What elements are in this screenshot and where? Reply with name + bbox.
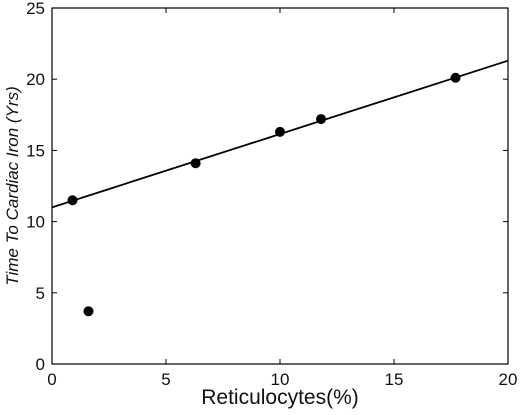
y-axis-title: Time To Cardiac Iron (Yrs) bbox=[3, 86, 22, 286]
x-tick-label: 10 bbox=[271, 370, 290, 389]
data-point bbox=[190, 158, 201, 169]
y-tick-label: 25 bbox=[26, 0, 45, 18]
data-points bbox=[67, 72, 461, 317]
y-tick-label: 20 bbox=[26, 70, 45, 89]
x-tick-label: 15 bbox=[385, 370, 404, 389]
x-axis-title: Reticulocytes(%) bbox=[201, 386, 359, 409]
y-tick-label: 10 bbox=[26, 213, 45, 232]
y-tick-label: 15 bbox=[26, 141, 45, 160]
data-point bbox=[67, 195, 78, 206]
axis-ticks bbox=[51, 7, 509, 365]
data-point bbox=[450, 72, 461, 83]
x-tick-label: 0 bbox=[47, 370, 56, 389]
data-point bbox=[316, 114, 327, 125]
y-tick-label: 0 bbox=[36, 355, 45, 374]
tick-labels: 0 5 10 15 20 0 5 10 15 20 25 bbox=[26, 0, 517, 389]
x-tick-label: 20 bbox=[499, 370, 518, 389]
data-point bbox=[275, 126, 285, 137]
y-tick-label: 5 bbox=[36, 284, 45, 303]
data-point bbox=[83, 306, 94, 317]
x-tick-label: 5 bbox=[161, 370, 170, 389]
